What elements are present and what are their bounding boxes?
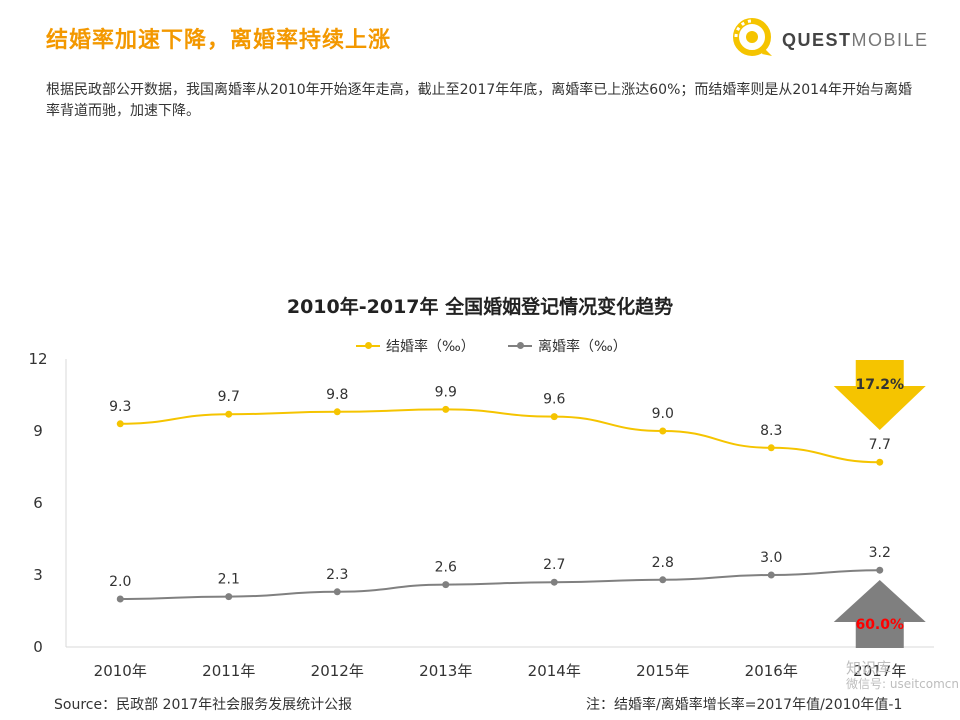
x-tick-label: 2011年 xyxy=(202,662,255,680)
marriage-rate-point xyxy=(225,410,233,418)
up-arrow-icon xyxy=(833,580,926,648)
legend-label-divorce: 离婚率（‰） xyxy=(538,339,627,355)
divorce-rate-point xyxy=(442,581,450,589)
legend-dot-marriage xyxy=(365,342,372,349)
divorce-rate-point xyxy=(876,566,884,574)
divorce-change-label: 60.0% xyxy=(855,617,904,633)
questmobile-logo: QUESTMOBILE xyxy=(728,14,928,60)
x-tick-label: 2010年 xyxy=(94,662,147,680)
divorce-rate-point xyxy=(225,593,233,601)
watermark-title: 知识库 xyxy=(846,659,892,677)
x-tick-label: 2014年 xyxy=(528,662,581,680)
formula-note: 注：结婚率/离婚率增长率=2017年值/2010年值-1 xyxy=(586,697,903,713)
marriage-rate-label: 9.0 xyxy=(652,406,674,422)
divorce-rate-label: 2.6 xyxy=(435,560,457,576)
description: 根据民政部公开数据，我国离婚率从2010年开始逐年走高，截止至2017年年底，离… xyxy=(46,82,913,119)
divorce-rate-point xyxy=(659,576,667,584)
y-tick-label: 12 xyxy=(28,350,47,368)
x-tick-label: 2013年 xyxy=(419,662,472,680)
watermark: 知识库 微信号: useitcomcn xyxy=(846,660,959,692)
marriage-rate-label: 9.9 xyxy=(435,384,457,400)
marriage-rate-label: 7.7 xyxy=(869,437,891,453)
divorce-rate-label: 2.0 xyxy=(109,574,131,590)
marriage-rate-point xyxy=(116,420,124,428)
x-tick-label: 2016年 xyxy=(745,662,798,680)
divorce-rate-label: 2.8 xyxy=(652,555,674,571)
divorce-rate-label: 2.7 xyxy=(543,557,565,573)
marriage-rate-point xyxy=(659,427,667,435)
marriage-rate-point xyxy=(876,458,884,466)
marriage-rate-label: 9.8 xyxy=(326,387,348,403)
marriage-rate-label: 8.3 xyxy=(760,423,782,439)
down-arrow-icon xyxy=(833,360,926,430)
divorce-rate-label: 2.3 xyxy=(326,567,348,583)
marriage-rate-label: 9.3 xyxy=(109,399,131,415)
marriage-rate-label: 9.6 xyxy=(543,392,565,408)
marriage-rate-label: 9.7 xyxy=(218,389,240,405)
divorce-rate-point xyxy=(767,571,775,579)
marriage-rate-point xyxy=(550,413,558,421)
y-tick-label: 9 xyxy=(33,422,43,440)
x-tick-label: 2017年 xyxy=(853,662,906,680)
marriage-change-label: 17.2% xyxy=(855,377,904,393)
chart-title: 2010年-2017年 全国婚姻登记情况变化趋势 xyxy=(286,296,674,318)
page-title: 结婚率加速下降，离婚率持续上涨 xyxy=(46,28,392,53)
divorce-rate-point xyxy=(116,595,124,603)
logo-text: QUESTMOBILE xyxy=(782,30,929,51)
divorce-rate-line xyxy=(120,569,880,600)
source-note: Source：民政部 2017年社会服务发展统计公报 xyxy=(54,697,353,713)
divorce-rate-point xyxy=(333,588,341,596)
divorce-rate-label: 3.0 xyxy=(760,550,782,566)
divorce-rate-label: 3.2 xyxy=(869,545,891,561)
y-tick-label: 0 xyxy=(33,638,43,656)
marriage-rate-point xyxy=(333,408,341,416)
legend-label-marriage: 结婚率（‰） xyxy=(386,339,475,355)
marriage-rate-point xyxy=(767,444,775,452)
legend-dot-divorce xyxy=(517,342,524,349)
logo-text-bold: QUEST xyxy=(782,30,852,50)
logo-text-light: MOBILE xyxy=(851,30,929,50)
divorce-rate-label: 2.1 xyxy=(218,572,240,588)
y-tick-label: 3 xyxy=(33,566,43,584)
divorce-rate-point xyxy=(550,578,558,586)
marriage-rate-point xyxy=(442,405,450,413)
logo-mark-icon xyxy=(733,18,772,56)
x-tick-label: 2015年 xyxy=(636,662,689,680)
y-tick-label: 6 xyxy=(33,494,43,512)
watermark-account: 微信号: useitcomcn xyxy=(846,677,959,691)
x-tick-label: 2012年 xyxy=(311,662,364,680)
marriage-rate-line xyxy=(120,408,880,464)
